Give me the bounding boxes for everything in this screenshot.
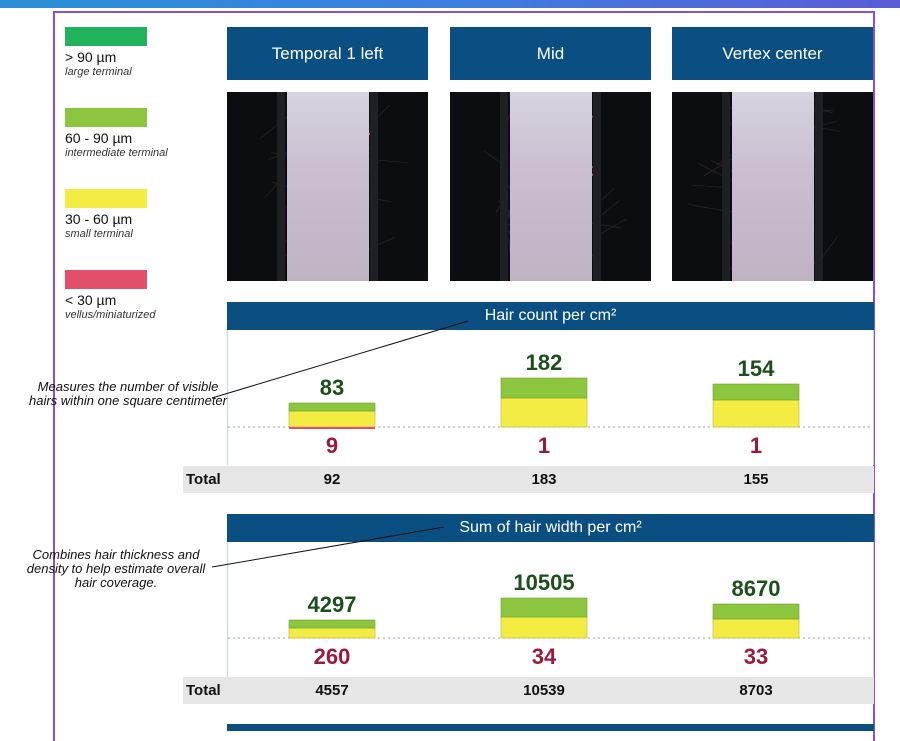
scalp-image-vertex	[672, 92, 873, 281]
legend-desc: large terminal	[65, 66, 225, 78]
legend-desc: intermediate terminal	[65, 147, 225, 159]
hair-width-total-row: Total 4557 10539 8703	[183, 677, 874, 704]
legend-swatch	[65, 27, 147, 46]
scalp-image-temporal	[227, 92, 428, 281]
total-value: 4557	[272, 682, 392, 699]
legend-range: < 30 µm	[65, 292, 225, 308]
section-title-hair-count: Hair count per cm²	[227, 302, 874, 330]
total-value: 183	[484, 471, 604, 488]
annotation-hair-width: Combines hair thickness and density to h…	[16, 548, 216, 590]
total-label: Total	[186, 682, 221, 699]
legend-swatch	[65, 108, 147, 127]
legend-range: 60 - 90 µm	[65, 130, 225, 146]
legend-item-large-terminal: > 90 µm large terminal	[65, 27, 225, 78]
hair-width-panel	[227, 542, 874, 677]
hair-count-total-row: Total 92 183 155	[183, 466, 874, 493]
legend-item-vellus: < 30 µm vellus/miniaturized	[65, 270, 225, 321]
legend-range: 30 - 60 µm	[65, 211, 225, 227]
total-value: 8703	[696, 682, 816, 699]
next-section-bar	[227, 724, 874, 731]
total-value: 155	[696, 471, 816, 488]
scalp-image-mid	[450, 92, 651, 281]
annotation-hair-count: Measures the number of visible hairs wit…	[28, 380, 228, 408]
hair-count-panel	[227, 330, 874, 465]
column-header-temporal: Temporal 1 left	[227, 27, 428, 80]
legend-range: > 90 µm	[65, 49, 225, 65]
total-label: Total	[186, 471, 221, 488]
column-header-vertex: Vertex center	[672, 27, 873, 80]
section-title-hair-width: Sum of hair width per cm²	[227, 514, 874, 542]
legend-swatch	[65, 270, 147, 289]
legend-item-small-terminal: 30 - 60 µm small terminal	[65, 189, 225, 240]
legend-desc: small terminal	[65, 228, 225, 240]
total-value: 10539	[484, 682, 604, 699]
total-value: 92	[272, 471, 392, 488]
legend-item-intermediate-terminal: 60 - 90 µm intermediate terminal	[65, 108, 225, 159]
top-accent-bar	[0, 0, 900, 8]
column-header-mid: Mid	[450, 27, 651, 80]
legend-desc: vellus/miniaturized	[65, 309, 225, 321]
legend-swatch	[65, 189, 147, 208]
